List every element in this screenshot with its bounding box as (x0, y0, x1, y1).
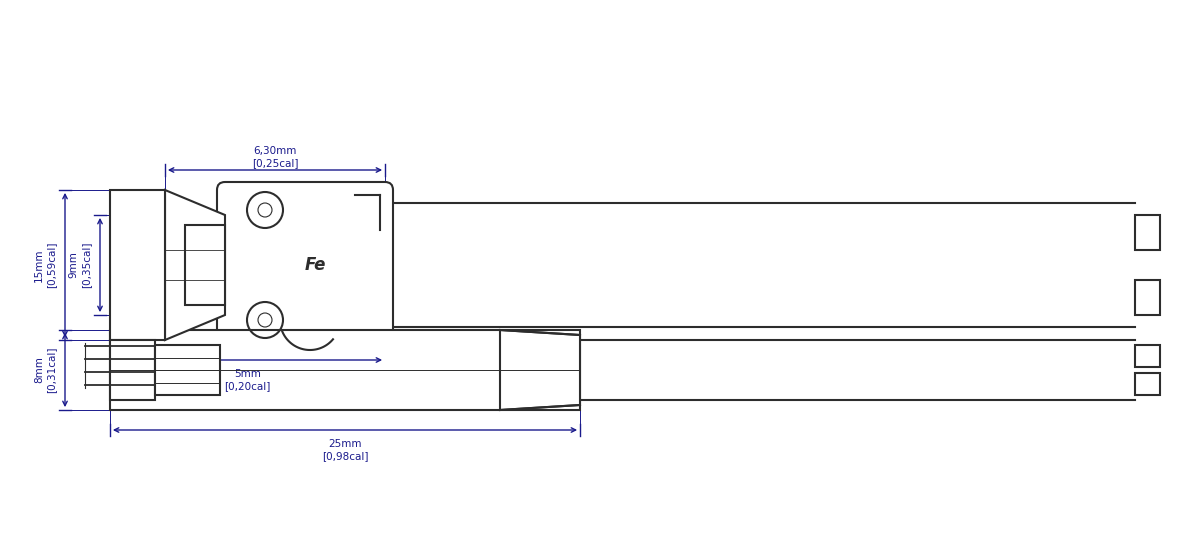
Bar (1135, 345, 1160, 367)
Text: Fe: Fe (305, 256, 325, 274)
Polygon shape (166, 190, 226, 340)
FancyBboxPatch shape (217, 182, 394, 348)
Text: 6,30mm
[0,25cal]: 6,30mm [0,25cal] (252, 146, 299, 168)
Text: 25mm
[0,98cal]: 25mm [0,98cal] (322, 439, 368, 461)
Bar (1135, 373, 1160, 395)
Bar (155, 345, 220, 395)
Bar (110, 330, 580, 410)
Bar (185, 225, 226, 305)
Bar (1135, 215, 1160, 250)
Bar (110, 340, 155, 400)
Text: 8mm
[0,31cal]: 8mm [0,31cal] (34, 347, 56, 393)
Bar (1135, 280, 1160, 315)
Bar (110, 190, 166, 340)
Polygon shape (500, 330, 580, 410)
Text: 9mm
[0,35cal]: 9mm [0,35cal] (68, 242, 91, 288)
Text: 15mm
[0,59cal]: 15mm [0,59cal] (34, 242, 56, 288)
Text: 5mm
[0,20cal]: 5mm [0,20cal] (224, 369, 271, 391)
